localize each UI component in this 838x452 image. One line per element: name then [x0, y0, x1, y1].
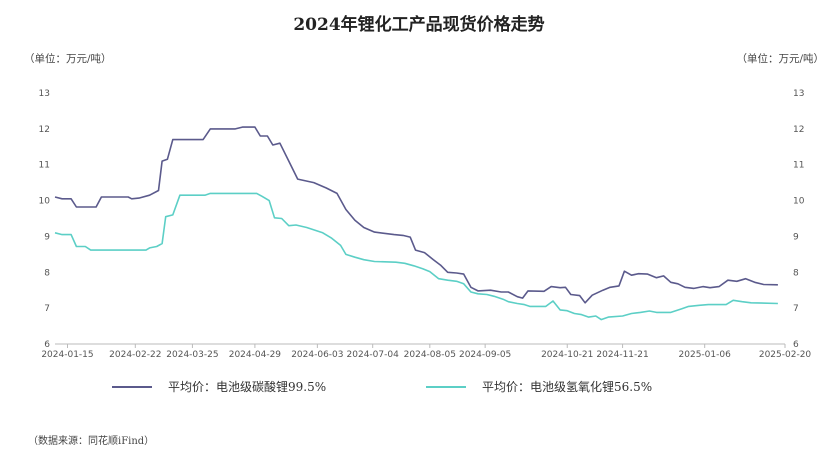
y-tick-label-left: 10: [39, 197, 51, 207]
y-tick-label-right: 12: [793, 125, 804, 135]
legend-swatch-lithium-carbonate: [112, 385, 152, 388]
y-tick-label-left: 6: [44, 340, 50, 350]
left-axis-unit: （单位：万元/吨）: [24, 53, 112, 65]
series-group: [54, 126, 778, 321]
y-tick-label-right: 8: [793, 268, 799, 278]
y-tick-label-left: 13: [39, 89, 50, 99]
x-tick-label: 2024-03-25: [166, 350, 218, 360]
y-tick-label-right: 13: [793, 89, 804, 99]
x-tick-label: 2024-02-22: [109, 350, 161, 360]
legend-label-lithium-carbonate: 平均价：电池级碳酸锂99.5%: [168, 380, 327, 394]
legend-label-lithium-hydroxide: 平均价：电池级氢氧化锂56.5%: [482, 380, 653, 394]
y-tick-label-left: 7: [44, 304, 50, 314]
legend-swatch-lithium-hydroxide: [426, 385, 466, 388]
y-tick-label-left: 9: [44, 232, 50, 242]
y-tick-label-left: 8: [44, 268, 50, 278]
right-axis-unit: （单位：万元/吨）: [736, 53, 824, 65]
y-tick-label-right: 6: [793, 340, 799, 350]
x-tick-label: 2024-09-05: [459, 350, 511, 360]
chart-title: 2024年锂化工产品现货价格走势: [293, 15, 545, 35]
y-tick-label-left: 11: [39, 161, 50, 171]
x-tick-label: 2024-11-21: [596, 350, 648, 360]
y-axis-right: 6 7 8 9 10 11 12 13: [793, 89, 805, 350]
series-line-lithium-carbonate: [54, 126, 778, 304]
x-tick-label: 2024-08-05: [404, 350, 456, 360]
x-tick-label: 2024-01-15: [41, 350, 93, 360]
x-tick-label: 2025-01-06: [679, 350, 732, 360]
y-tick-label-left: 12: [39, 125, 50, 135]
y-axis-left: 6 7 8 9 10 11 12 13: [39, 89, 51, 350]
x-tick-label: 2025-02-20: [759, 350, 812, 360]
legend-item-lithium-hydroxide: 平均价：电池级氢氧化锂56.5%: [426, 378, 652, 395]
y-tick-label-right: 10: [793, 197, 805, 207]
data-source-note: （数据来源：同花顺iFind）: [28, 436, 155, 447]
series-line-lithium-hydroxide: [54, 192, 778, 321]
x-tick-label: 2024-06-03: [291, 350, 343, 360]
x-tick-label: 2024-10-21: [541, 350, 593, 360]
legend-item-lithium-carbonate: 平均价：电池级碳酸锂99.5%: [112, 378, 326, 395]
x-tick-label: 2024-07-04: [347, 350, 400, 360]
x-tick-label: 2024-04-29: [229, 350, 282, 360]
y-tick-label-right: 7: [793, 304, 799, 314]
y-tick-label-right: 9: [793, 232, 799, 242]
y-tick-label-right: 11: [793, 161, 804, 171]
x-axis: 2024-01-15 2024-02-22 2024-03-25 2024-04-29…: [41, 344, 811, 360]
